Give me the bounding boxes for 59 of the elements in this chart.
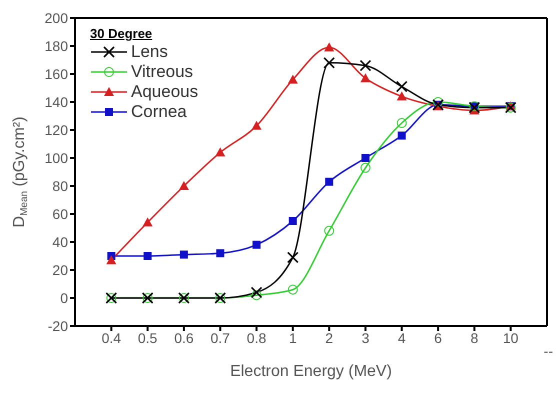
y-tick-label: 0 xyxy=(60,290,68,306)
point xyxy=(325,178,334,186)
legend-label: Lens xyxy=(131,42,168,62)
point xyxy=(360,73,370,82)
point xyxy=(144,252,152,260)
y-tick-label: 140 xyxy=(44,94,68,110)
point xyxy=(142,217,153,226)
x-tick-label: 1 xyxy=(288,330,297,346)
x-tick-label: 0.7 xyxy=(210,330,230,346)
point xyxy=(360,162,370,173)
point xyxy=(250,286,262,298)
point xyxy=(396,80,408,92)
point xyxy=(252,290,262,300)
point xyxy=(287,252,299,264)
point xyxy=(324,42,334,52)
point xyxy=(361,154,370,162)
point xyxy=(288,284,298,295)
y-tick-label: 100 xyxy=(44,150,68,166)
y-tick-label: 180 xyxy=(44,38,68,54)
point xyxy=(396,91,407,100)
legend-title: 30 Degree xyxy=(90,26,154,41)
y-tick-label: 20 xyxy=(52,262,68,278)
point xyxy=(288,217,297,225)
x-tick-label: 10 xyxy=(502,330,519,346)
x-tick-label: 2 xyxy=(325,330,334,346)
point xyxy=(215,147,226,156)
y-tick-label: 160 xyxy=(44,66,68,82)
y-tick-label: 80 xyxy=(52,178,68,194)
legend-label: Aqueous xyxy=(131,82,198,102)
y-tick-label: -20 xyxy=(48,318,68,334)
text: -- xyxy=(544,343,553,359)
x-tick-label: 3 xyxy=(362,330,370,346)
point xyxy=(323,57,335,69)
y-tick-label: 120 xyxy=(44,122,68,138)
x-tick-label: 0.6 xyxy=(174,330,194,346)
x-tick-label: 6 xyxy=(434,330,442,346)
point xyxy=(288,74,298,84)
x-axis-title: Electron Energy (MeV) xyxy=(230,363,392,380)
point xyxy=(178,181,189,190)
x-tick-label: 4 xyxy=(398,330,406,346)
point xyxy=(433,97,444,107)
y-tick-label: 60 xyxy=(52,206,68,222)
y-tick-label: 40 xyxy=(52,234,68,250)
y-tick-label: 200 xyxy=(44,10,68,26)
point xyxy=(396,118,407,128)
point xyxy=(180,250,188,259)
point xyxy=(360,60,372,72)
point xyxy=(252,120,262,130)
point xyxy=(216,249,224,258)
point xyxy=(106,255,116,264)
x-tick-label: 8 xyxy=(470,330,478,346)
point xyxy=(252,240,261,249)
x-tick-label: 0.4 xyxy=(102,330,122,346)
x-tick-label: 0.8 xyxy=(246,330,266,346)
point xyxy=(398,132,406,140)
x-tick-label: 0.5 xyxy=(138,330,158,346)
legend-label: Cornea xyxy=(131,102,187,122)
legend-label: Vitreous xyxy=(131,62,194,82)
point xyxy=(324,226,334,236)
